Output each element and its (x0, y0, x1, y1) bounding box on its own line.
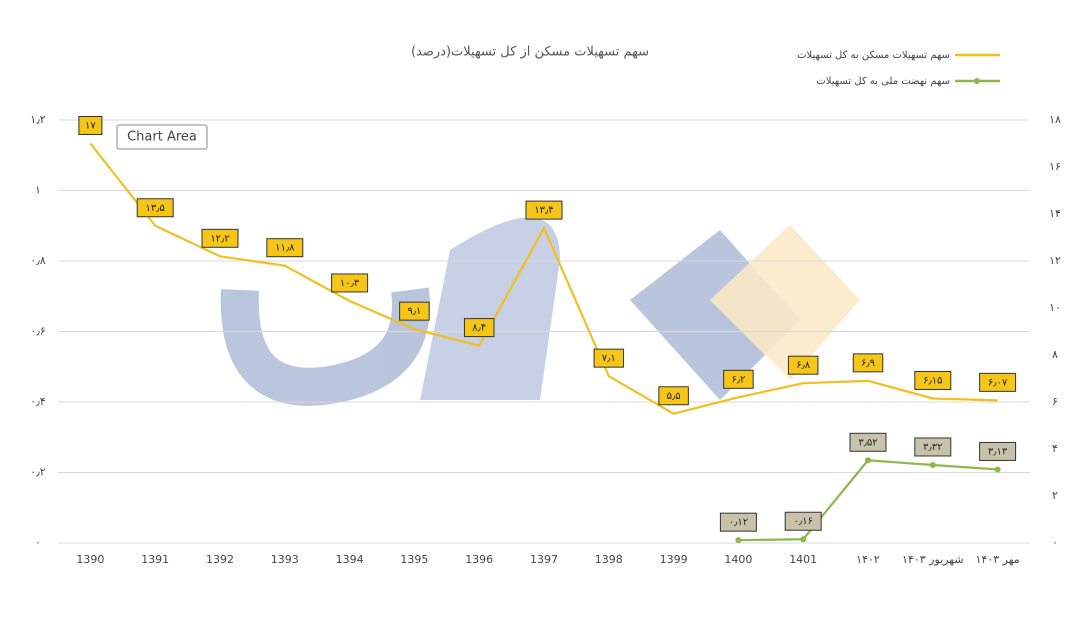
value-label: ۳٫۱۳ (988, 446, 1008, 457)
x-tick-label: 1393 (271, 553, 299, 566)
value-label-box (525, 200, 563, 220)
value-label-box (852, 353, 884, 373)
value-label-box (979, 441, 1017, 461)
x-tick-label: 1392 (206, 553, 234, 566)
y2-tick-label: ۱۴ (1049, 207, 1061, 220)
value-label-box (593, 348, 625, 368)
value-label-box (914, 437, 952, 457)
value-label: ۱۲٫۲ (210, 233, 229, 244)
value-label: ۶٫۰۷ (988, 377, 1008, 388)
x-tick-label: ۱۴۰۲ (856, 553, 880, 566)
y-tick-label: ۱ (35, 184, 41, 197)
value-label: ۰٫۱۶ (794, 516, 813, 527)
x-tick-label: 1394 (336, 553, 364, 566)
y-tick-label: ۱٫۲ (30, 113, 45, 126)
point (929, 461, 936, 468)
y2-tick-label: ۰ (1052, 536, 1058, 549)
value-label: ۱۰٫۳ (340, 278, 360, 289)
x-tick-label: 1395 (400, 553, 428, 566)
value-label-box (723, 369, 754, 389)
x-tick-label: 1390 (76, 553, 104, 566)
value-label: ۳٫۵۲ (858, 437, 877, 448)
point (865, 457, 871, 464)
y-tick-label: ۰٫۶ (30, 325, 45, 338)
value-label-box (719, 512, 757, 532)
value-label: ۶٫۲ (731, 374, 745, 385)
legend-marker (974, 78, 980, 84)
value-label-box (201, 228, 239, 248)
value-label-box (787, 355, 819, 375)
value-label: ۶٫۹ (861, 358, 875, 369)
value-label: ۱۷ (85, 121, 96, 132)
x-tick-label: شهریور ۱۴۰۳ (902, 553, 964, 566)
value-label-box (979, 372, 1017, 392)
value-label: ۰٫۱۲ (729, 517, 748, 528)
value-label: ۵٫۵ (667, 391, 681, 402)
y2-tick-label: ۱۶ (1049, 160, 1061, 173)
value-label: ۷٫۱ (602, 353, 616, 364)
x-tick-label: 1398 (595, 553, 623, 566)
x-tick-label: 1399 (660, 553, 688, 566)
tooltip-text: Chart Area (127, 130, 197, 145)
y2-tick-label: ۸ (1052, 348, 1058, 361)
value-label: ۹٫۱ (407, 306, 421, 317)
value-label: ۳٫۳۲ (923, 442, 942, 453)
y-tick-label: ۰ (35, 536, 41, 549)
value-label-box (849, 432, 887, 452)
y2-tick-label: ۱۲ (1049, 254, 1061, 267)
y2-tick-label: ۱۰ (1049, 301, 1061, 314)
value-label-box (914, 370, 952, 390)
value-label: ۱۱٫۸ (275, 243, 295, 254)
value-label-box (399, 301, 430, 321)
series-line (89, 142, 998, 415)
y-tick-label: ۰٫۸ (30, 254, 45, 267)
point (800, 536, 807, 543)
y-tick-label: ۰٫۲ (30, 466, 45, 479)
x-tick-label: 1397 (530, 553, 558, 566)
value-label-box (136, 198, 174, 218)
legend-label: سهم تسهیلات مسکن به کل تسهیلات (797, 50, 950, 61)
watermark (220, 217, 860, 406)
x-tick-label: 1401 (789, 553, 817, 566)
legend-label: سهم نهضت ملی به کل تسهیلات (816, 76, 950, 87)
y-tick-label: ۰٫۴ (30, 395, 45, 408)
chart-title: سهم تسهیلات مسکن از کل تسهیلات(درصد) (411, 45, 649, 60)
tooltip: Chart Area (116, 124, 208, 150)
value-label: ۱۳٫۴ (534, 205, 553, 216)
y2-tick-label: ۱۸ (1049, 113, 1061, 126)
value-label-box (266, 238, 304, 258)
value-label-box (78, 116, 103, 135)
value-label-box (784, 511, 822, 531)
tooltip-box (116, 124, 208, 150)
value-label: ۶٫۱۵ (923, 375, 942, 386)
x-tick-label: 1396 (465, 553, 493, 566)
x-tick-label: 1391 (141, 553, 169, 566)
y2-tick-label: ۴ (1052, 442, 1058, 455)
x-tick-label: 1400 (724, 553, 752, 566)
y2-tick-label: ۶ (1052, 395, 1058, 408)
x-tick-label: مهر ۱۴۰۳ (976, 553, 1020, 566)
value-label-box (658, 386, 689, 406)
value-label-box (331, 273, 369, 293)
point (994, 466, 1001, 473)
value-label-box (463, 318, 495, 338)
y2-tick-label: ۲ (1052, 489, 1058, 502)
value-label: ۱۳٫۵ (146, 203, 165, 214)
point (735, 537, 742, 544)
value-label: ۶٫۸ (796, 360, 811, 371)
value-label: ۸٫۴ (472, 323, 486, 334)
